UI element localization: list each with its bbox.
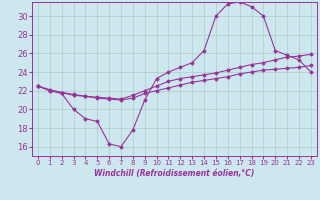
X-axis label: Windchill (Refroidissement éolien,°C): Windchill (Refroidissement éolien,°C) [94,169,255,178]
